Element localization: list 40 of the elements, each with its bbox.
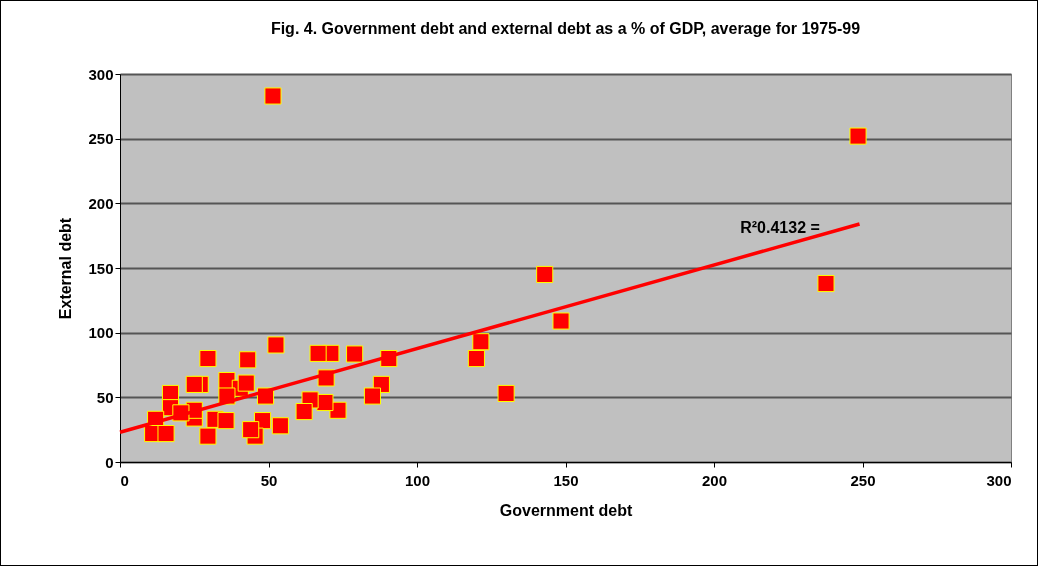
point — [264, 87, 282, 105]
y-tick-label: 100 — [88, 324, 114, 342]
point — [239, 351, 257, 369]
point — [267, 336, 285, 354]
x-tick-label: 200 — [701, 471, 728, 489]
point — [199, 349, 217, 368]
x-tick-label: 150 — [553, 471, 579, 489]
point — [817, 274, 835, 293]
point — [472, 333, 490, 351]
point — [185, 375, 203, 393]
x-tick-label: 250 — [850, 471, 876, 489]
point — [309, 344, 327, 362]
point — [346, 345, 364, 363]
point — [295, 403, 313, 421]
x-tick-label: 0 — [120, 471, 129, 489]
point — [497, 384, 515, 403]
point — [536, 265, 554, 284]
annotation: R²0.4132 = — [740, 219, 820, 236]
y-tick-label: 150 — [88, 259, 114, 277]
y-tick-label: 200 — [88, 194, 114, 212]
point — [849, 127, 867, 145]
point — [217, 412, 235, 430]
y-tick-label: 50 — [96, 388, 114, 406]
y-axis-title: External debt — [57, 217, 75, 320]
x-tick-label: 50 — [260, 471, 278, 489]
chart-title: Fig. 4. Government debt and external debt as a % of GDP, average for 1975-99 — [270, 20, 861, 37]
y-tick-label: 300 — [88, 65, 114, 83]
point — [271, 417, 289, 435]
point — [552, 312, 570, 330]
point — [199, 427, 217, 445]
y-tick-label: 250 — [88, 130, 114, 148]
point — [363, 387, 382, 405]
point — [467, 349, 485, 368]
point — [242, 421, 260, 439]
x-tick-label: 100 — [404, 471, 431, 489]
x-axis-title: Government debt — [499, 501, 633, 519]
y-tick-label: 0 — [105, 453, 114, 471]
point — [237, 374, 255, 392]
x-tick-label: 300 — [986, 471, 1012, 489]
point — [157, 424, 175, 443]
